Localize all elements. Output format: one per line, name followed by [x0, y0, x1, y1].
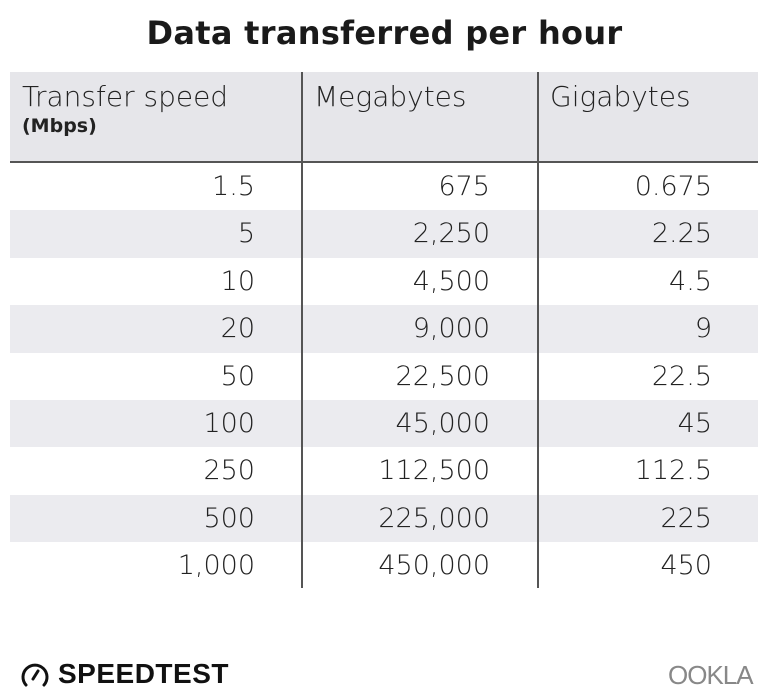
ookla-logo: OOKLA — [668, 660, 754, 690]
speed-cell: 50 — [220, 360, 255, 392]
header-transfer-speed: Transfer speed (Mbps) — [22, 80, 228, 137]
speedometer-icon — [21, 663, 49, 687]
megabytes-cell: 45,000 — [395, 407, 490, 439]
speed-cell: 5 — [237, 218, 255, 250]
table-row: 1.5 675 0.675 — [10, 163, 758, 210]
gigabytes-cell: 22.5 — [651, 360, 712, 392]
table-row: 10 4,500 4.5 — [10, 258, 758, 305]
gigabytes-cell: 450 — [660, 550, 712, 582]
megabytes-cell: 112,500 — [378, 455, 490, 487]
table-row: 5 2,250 2.25 — [10, 210, 758, 258]
megabytes-cell: 9,000 — [412, 313, 490, 345]
header-megabytes: Megabytes — [314, 80, 467, 113]
gigabytes-cell: 45 — [677, 407, 712, 439]
column-divider — [537, 72, 539, 588]
speedtest-logo: SPEEDTEST — [20, 658, 229, 690]
megabytes-cell: 675 — [438, 171, 490, 202]
megabytes-cell: 4,500 — [412, 265, 490, 297]
gigabytes-cell: 225 — [660, 502, 712, 534]
megabytes-cell: 450,000 — [378, 550, 490, 582]
table-row: 20 9,000 9 — [10, 305, 758, 353]
gigabytes-cell: 0.675 — [634, 171, 712, 202]
table-body: 1.5 675 0.675 5 2,250 2.25 10 4,500 4.5 20 9,000 9 5… — [10, 163, 758, 590]
table-row: 100 45,000 45 — [10, 399, 758, 448]
speed-cell: 10 — [220, 265, 255, 297]
table-header: Transfer speed (Mbps) Megabytes Gigabytes — [10, 72, 758, 163]
speed-cell: 20 — [220, 313, 255, 345]
table-row: 50 22,500 22.5 — [10, 353, 758, 400]
header-unit: (Mbps) — [22, 115, 97, 137]
gigabytes-cell: 4.5 — [669, 265, 712, 297]
gigabytes-cell: 9 — [694, 313, 712, 345]
speed-cell: 250 — [203, 455, 255, 487]
table-row: 250 112,500 112.5 — [10, 447, 758, 494]
gigabytes-cell: 112.5 — [634, 455, 712, 487]
speed-cell: 1.5 — [212, 171, 255, 202]
speed-cell: 500 — [203, 502, 255, 534]
table-title: Data transferred per hour — [146, 14, 623, 52]
gigabytes-cell: 2.25 — [651, 218, 712, 250]
header-label: Transfer speed — [22, 80, 229, 113]
megabytes-cell: 2,250 — [412, 218, 490, 250]
speed-cell: 1,000 — [177, 550, 255, 582]
table-row: 1,000 450,000 450 — [10, 542, 758, 589]
table-row: 500 225,000 225 — [10, 494, 758, 543]
speed-cell: 100 — [203, 407, 255, 439]
megabytes-cell: 22,500 — [395, 360, 490, 392]
data-table: Transfer speed (Mbps) Megabytes Gigabytes… — [10, 72, 758, 590]
megabytes-cell: 225,000 — [378, 502, 490, 534]
speedtest-wordmark: SPEEDTEST — [58, 658, 229, 689]
header-gigabytes: Gigabytes — [550, 80, 691, 113]
column-divider — [301, 72, 303, 588]
